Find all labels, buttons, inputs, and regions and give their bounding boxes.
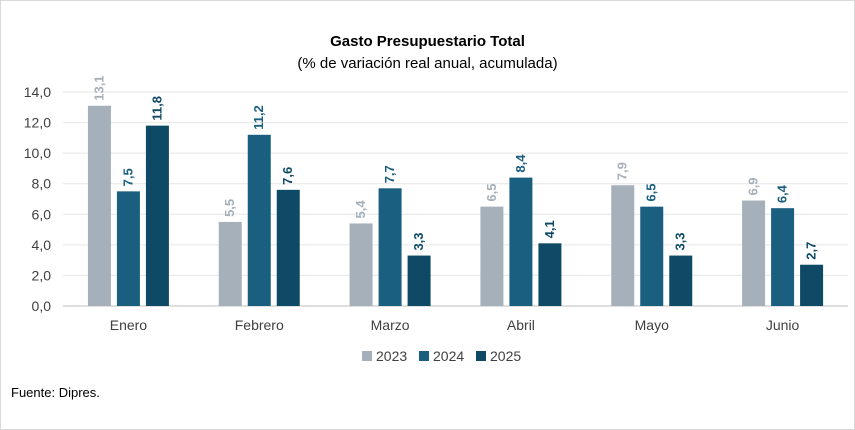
legend-swatch-2024 (419, 351, 429, 361)
bar-2024-febrero (247, 134, 271, 306)
data-label: 2,7 (804, 242, 819, 260)
data-label: 7,6 (280, 167, 295, 185)
bar-2024-mayo (640, 206, 664, 306)
bar-2023-junio (742, 200, 766, 306)
bar-2025-enero (145, 125, 169, 306)
bar-2024-enero (116, 191, 140, 306)
bar-2023-febrero (218, 221, 242, 306)
x-tick-label: Abril (507, 317, 535, 333)
bar-2024-junio (771, 208, 795, 306)
data-label: 7,9 (615, 162, 630, 180)
x-tick-label: Febrero (235, 317, 284, 333)
chart-title: Gasto Presupuestario Total (330, 33, 525, 50)
bar-2023-mayo (611, 185, 635, 306)
data-label: 13,1 (91, 75, 106, 100)
legend-label-2024: 2024 (433, 348, 464, 364)
chart-subtitle: (% de variación real anual, acumulada) (297, 55, 558, 72)
bar-2023-enero (87, 105, 111, 306)
y-tick-label: 10,0 (24, 145, 51, 161)
legend-swatch-2025 (476, 351, 486, 361)
y-tick-label: 2,0 (32, 267, 52, 283)
bar-2025-marzo (407, 255, 431, 306)
y-tick-label: 14,0 (24, 84, 51, 100)
data-label: 3,3 (411, 232, 426, 250)
bar-2024-abril (509, 177, 533, 306)
data-label: 6,4 (775, 184, 790, 203)
legend-label-2025: 2025 (490, 348, 521, 364)
data-label: 4,1 (542, 220, 557, 238)
x-tick-label: Junio (766, 317, 800, 333)
bar-2025-junio (800, 264, 824, 306)
data-label: 5,4 (353, 200, 368, 219)
data-label: 6,5 (484, 184, 499, 202)
data-label: 11,8 (149, 96, 164, 121)
x-tick-label: Marzo (371, 317, 410, 333)
bar-2025-abril (538, 243, 562, 306)
y-tick-label: 0,0 (32, 298, 52, 314)
data-label: 7,5 (120, 168, 135, 186)
source-note: Fuente: Dipres. (11, 385, 100, 400)
bar-2023-abril (480, 206, 504, 306)
legend-swatch-2023 (362, 351, 372, 361)
bar-2024-marzo (378, 188, 402, 306)
y-tick-label: 12,0 (24, 115, 51, 131)
data-label: 6,5 (644, 184, 659, 202)
legend-label-2023: 2023 (376, 348, 407, 364)
data-label: 3,3 (673, 232, 688, 250)
x-tick-label: Enero (110, 317, 148, 333)
y-tick-label: 8,0 (32, 176, 52, 192)
data-label: 11,2 (251, 105, 266, 130)
bar-2025-mayo (669, 255, 693, 306)
y-tick-label: 6,0 (32, 206, 52, 222)
bar-2025-febrero (276, 189, 300, 306)
data-label: 6,9 (746, 177, 761, 195)
data-label: 7,7 (382, 165, 397, 183)
y-tick-label: 4,0 (32, 237, 52, 253)
bar-2023-marzo (349, 223, 373, 306)
x-tick-label: Mayo (635, 317, 669, 333)
data-label: 5,5 (222, 199, 237, 217)
data-label: 8,4 (513, 154, 528, 173)
